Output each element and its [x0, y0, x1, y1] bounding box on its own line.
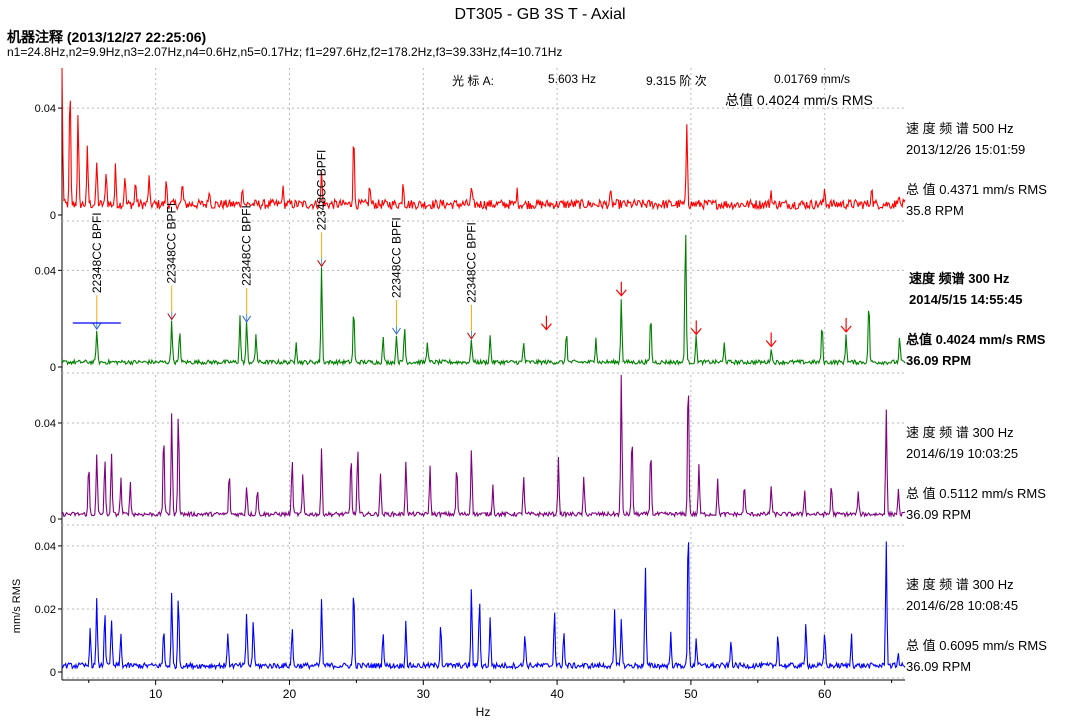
y-axis-label: mm/s RMS — [11, 579, 23, 633]
bpfi-label: 22348CC BPFI — [315, 150, 329, 231]
y-tick-label: 0 — [50, 514, 56, 526]
bpfi-label: 22348CC BPFI — [90, 212, 104, 293]
spectrum-series-2 — [62, 235, 905, 364]
spectrum-series-1 — [62, 68, 905, 209]
x-tick-label: 60 — [818, 687, 832, 701]
y-tick-label: 0 — [50, 667, 56, 679]
x-tick-label: 20 — [283, 687, 297, 701]
y-tick-label: 0.04 — [35, 418, 56, 430]
spectrum-series-4 — [62, 542, 905, 669]
x-tick-label: 40 — [550, 687, 564, 701]
y-tick-label: 0 — [50, 362, 56, 374]
bpfi-label: 22348CC BPFI — [390, 217, 404, 298]
x-tick-label: 10 — [149, 687, 163, 701]
bpfi-label: 22348CC BPFI — [240, 205, 254, 286]
x-tick-label: 50 — [684, 687, 698, 701]
y-tick-label: 0.02 — [35, 604, 56, 616]
spectrum-series-3 — [62, 375, 905, 516]
x-tick-label: 30 — [417, 687, 431, 701]
y-tick-label: 0.04 — [35, 541, 56, 553]
y-tick-label: 0.04 — [35, 103, 56, 115]
x-axis-label: Hz — [476, 705, 491, 719]
y-tick-label: 0 — [50, 210, 56, 222]
bpfi-label: 22348CC BPFI — [464, 222, 478, 303]
y-tick-label: 0.04 — [35, 265, 56, 277]
bpfi-label: 22348CC BPFI — [165, 203, 179, 284]
